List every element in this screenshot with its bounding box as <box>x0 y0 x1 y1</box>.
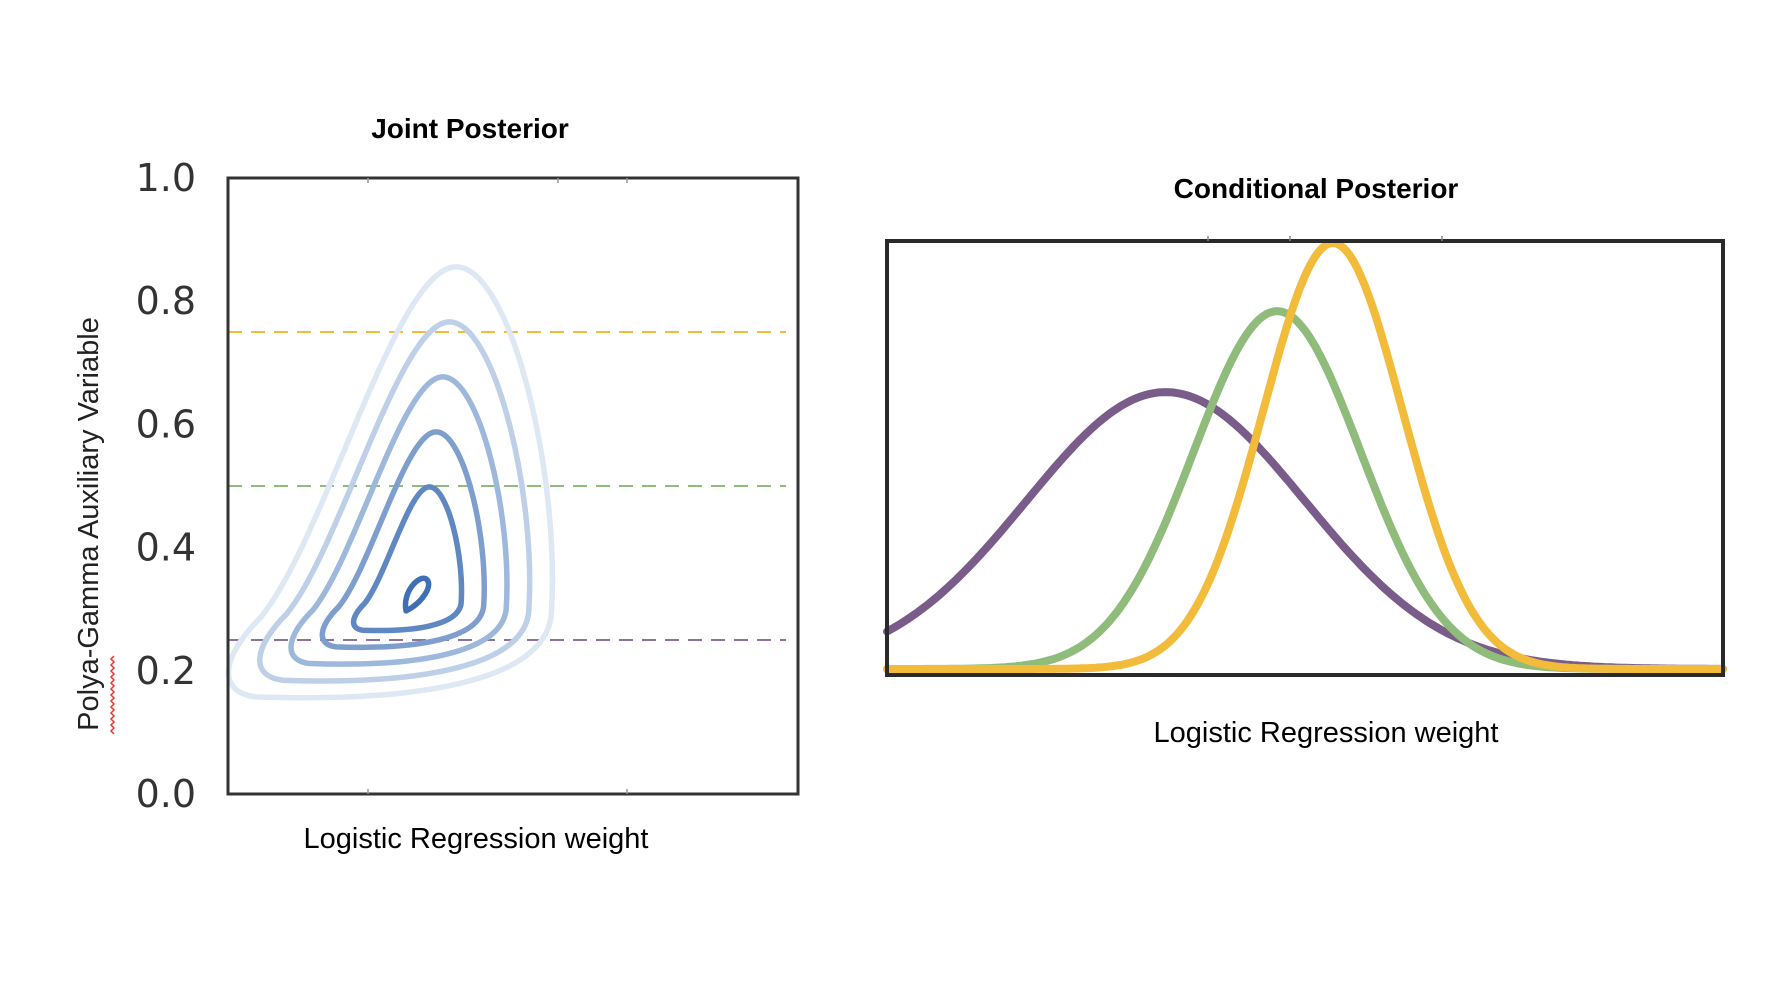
y-tick-label: 0.2 <box>136 649 196 693</box>
contour-line <box>319 429 487 651</box>
joint-posterior-panel: Joint Posterior 0.0 0.2 0.4 0.6 0.8 1.0 Logis… <box>73 113 800 855</box>
contour-line <box>225 264 556 701</box>
joint-x-axis-label: Logistic Regression weight <box>304 823 649 855</box>
contour-line <box>257 319 533 684</box>
y-tick-label: 0.0 <box>136 772 196 816</box>
joint-plot-frame <box>226 176 800 796</box>
y-tick-label: 0.6 <box>136 402 196 446</box>
conditional-x-axis-label: Logistic Regression weight <box>1154 717 1499 749</box>
contour-group <box>225 264 556 701</box>
top-tick-marks <box>1207 236 1443 241</box>
joint-posterior-title: Joint Posterior <box>371 113 569 144</box>
y-tick-label: 1.0 <box>136 156 196 200</box>
y-axis-ticks: 0.0 0.2 0.4 0.6 0.8 1.0 <box>136 156 628 816</box>
conditional-curves <box>883 238 1727 673</box>
contour-line <box>350 484 465 634</box>
contour-line <box>402 575 432 614</box>
contour-line <box>288 374 510 667</box>
spellcheck-underline <box>109 655 116 735</box>
conditional-plot-frame <box>885 239 1725 677</box>
y-tick-label: 0.8 <box>136 279 196 323</box>
y-tick-label: 0.4 <box>136 526 196 570</box>
density-curve <box>883 238 1727 673</box>
conditional-posterior-title: Conditional Posterior <box>1174 173 1459 204</box>
density-curve <box>883 307 1727 673</box>
density-curve <box>883 388 1727 673</box>
conditional-posterior-panel: Conditional Posterior Logistic Regressio… <box>883 173 1727 749</box>
joint-y-axis-label: Polya-Gamma Auxiliary Variable <box>73 317 105 731</box>
